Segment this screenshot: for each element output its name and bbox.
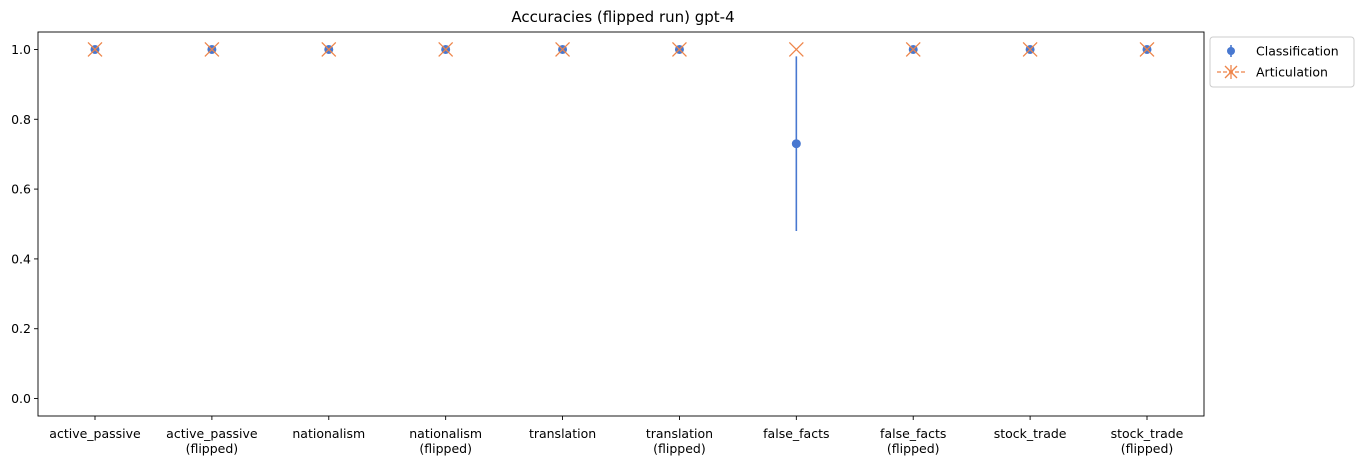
chart-title: Accuracies (flipped run) gpt-4 [511, 8, 734, 26]
articulation-point [1139, 41, 1155, 57]
legend: Classification Articulation [1209, 36, 1355, 88]
x-tick-label: false_facts (flipped) [880, 426, 946, 456]
plot-area: 0.0 0.2 0.4 0.6 0.8 1.0 active_passive active_p… [11, 31, 1205, 456]
plot-frame [37, 31, 1205, 417]
y-tick-label: 0.2 [11, 321, 31, 336]
x-tick-label: nationalism [292, 426, 365, 441]
articulation-point [321, 41, 337, 57]
x-tick-label: nationalism (flipped) [409, 426, 482, 456]
x-tick-label: stock_trade (flipped) [1111, 426, 1184, 456]
y-tick-label: 1.0 [11, 42, 31, 57]
articulation-point [204, 41, 220, 57]
articulation-point [1022, 41, 1038, 57]
x-tick-label: active_passive (flipped) [166, 426, 258, 456]
legend-articulation-label: Articulation [1256, 65, 1328, 80]
classification-point [791, 139, 801, 149]
legend-box [1209, 36, 1355, 88]
articulation-point [438, 41, 454, 57]
legend-classification-marker [1227, 47, 1235, 55]
articulation-point [87, 41, 103, 57]
y-tick-label: 0.8 [11, 112, 31, 127]
y-tick-label: 0.0 [11, 391, 31, 406]
articulation-point [905, 41, 921, 57]
y-tick-label: 0.6 [11, 182, 31, 197]
x-tick-label: translation (flipped) [646, 426, 713, 456]
x-tick-label: stock_trade [994, 426, 1067, 441]
x-tick-label: translation [529, 426, 596, 441]
x-tick-label: active_passive [49, 426, 141, 441]
legend-classification-label: Classification [1256, 44, 1339, 59]
data-marks [87, 41, 1155, 231]
articulation-point [555, 41, 571, 57]
x-tick-label: false_facts [763, 426, 829, 441]
articulation-point [788, 41, 804, 57]
articulation-point [671, 41, 687, 57]
y-tick-label: 0.4 [11, 251, 31, 266]
